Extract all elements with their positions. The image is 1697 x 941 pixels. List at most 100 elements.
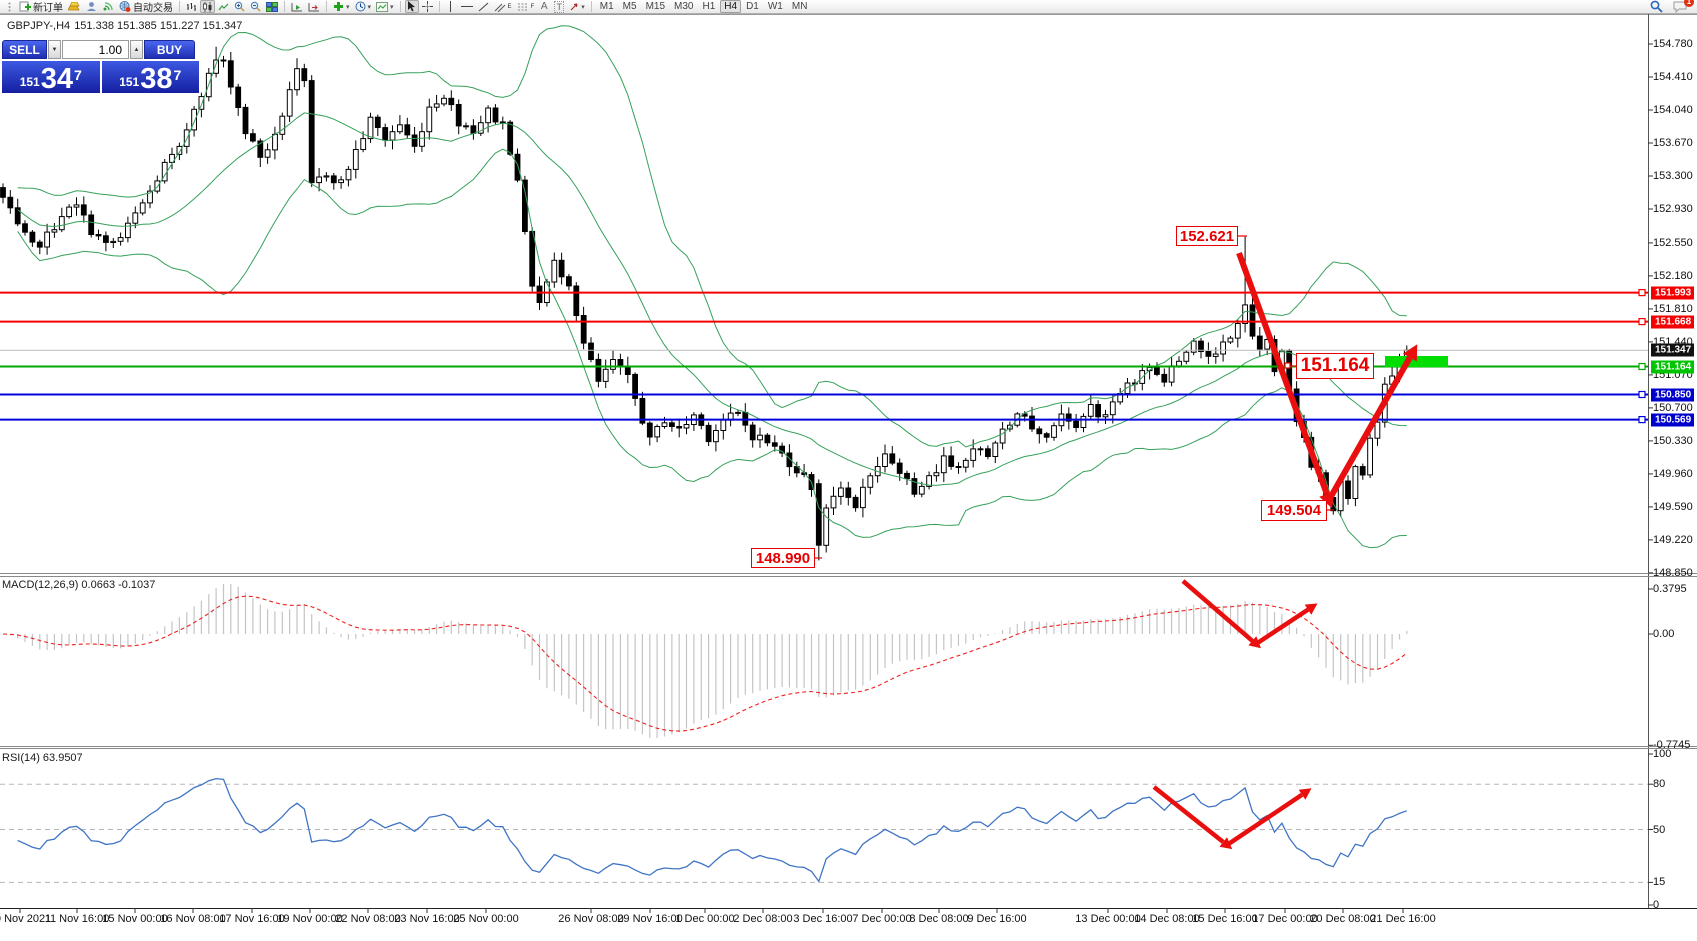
volume-input[interactable] — [62, 40, 129, 59]
tile-windows-icon — [266, 1, 278, 12]
price-axis-label: 149.960 — [1653, 467, 1693, 480]
channel-icon — [494, 3, 505, 12]
timeframe-toolbar: M1 M5 M15 M30 H1 H4 D1 W1 MN — [596, 0, 812, 13]
separator — [399, 1, 401, 12]
buy-price-big-figure: 151 — [119, 75, 140, 89]
time-axis-label: 1 Dec 00:00 — [675, 913, 735, 925]
volume-increase-button[interactable]: ▲ — [130, 40, 143, 59]
time-axis-label: 10 Nov 2021 — [0, 913, 52, 925]
trendline-tool[interactable] — [476, 0, 491, 13]
time-axis-label: 22 Nov 08:00 — [335, 913, 401, 925]
timeframe-m30[interactable]: M30 — [674, 1, 694, 12]
price-annotation[interactable]: 151.164 — [1296, 353, 1374, 379]
current-price-badge: 151.347 — [1651, 343, 1695, 357]
sell-price-pips: 34 — [40, 63, 73, 95]
buy-button[interactable]: BUY — [144, 40, 195, 59]
zoom-in-button[interactable] — [232, 0, 247, 13]
separator — [284, 1, 285, 12]
chat-button[interactable]: 1 — [1671, 0, 1694, 13]
zoom-out-button[interactable] — [248, 0, 263, 13]
vertical-line-icon — [450, 1, 452, 12]
chart-canvas[interactable] — [0, 14, 1697, 941]
community-icon — [87, 2, 96, 11]
community-button[interactable] — [84, 0, 99, 13]
timeframe-m5[interactable]: M5 — [622, 1, 637, 12]
rsi-axis-label: 50 — [1653, 823, 1666, 836]
time-axis-label: 26 Nov 08:00 — [558, 913, 624, 925]
search-icon — [1650, 0, 1663, 13]
label-tool-icon: T — [554, 0, 564, 13]
price-axis-label: 152.930 — [1653, 203, 1693, 215]
macd-label: MACD(12,26,9) 0.0663 -0.1037 — [2, 579, 156, 591]
auto-scroll-button[interactable] — [289, 0, 305, 13]
crosshair-tool-button[interactable] — [420, 0, 435, 13]
template-icon — [376, 1, 389, 12]
price-axis-label: 154.040 — [1653, 104, 1693, 116]
price-annotation[interactable]: 148.990 — [751, 548, 815, 568]
price-axis-label: 150.330 — [1653, 434, 1693, 447]
line-chart-icon — [218, 3, 229, 10]
volume-decrease-button[interactable]: ▼ — [48, 40, 61, 59]
fibonacci-tool[interactable]: F — [515, 0, 537, 13]
separator — [326, 1, 327, 12]
templates-button[interactable]: ▾ — [374, 0, 396, 13]
sell-button[interactable]: SELL — [2, 40, 47, 59]
timeframe-d1[interactable]: D1 — [746, 1, 759, 12]
price-axis-label: 154.410 — [1653, 71, 1693, 83]
level-price-badge: 151.993 — [1651, 286, 1695, 300]
bar-chart-button[interactable] — [184, 0, 199, 13]
time-axis-label: 14 Dec 08:00 — [1134, 913, 1200, 925]
line-chart-button[interactable] — [216, 0, 231, 13]
arrows-tool[interactable]: ▾ — [567, 0, 587, 13]
timeframe-m1[interactable]: M1 — [599, 1, 614, 12]
new-order-button[interactable]: 新订单 — [17, 0, 65, 14]
horizontal-line-tool[interactable] — [459, 0, 475, 13]
price-axis-label: 149.220 — [1653, 533, 1693, 546]
time-axis-label: 23 Nov 16:00 — [394, 913, 460, 925]
text-tool-icon: A — [540, 1, 548, 12]
timeframe-mn[interactable]: MN — [791, 1, 808, 12]
time-axis-label: 19 Nov 00:00 — [277, 913, 343, 925]
macd-axis-label: -0.7745 — [1653, 739, 1691, 752]
signals-button[interactable] — [100, 0, 116, 13]
channel-tool[interactable]: E — [492, 0, 514, 13]
time-axis-label: 16 Nov 08:00 — [160, 913, 226, 925]
chart-shift-button[interactable] — [306, 0, 322, 13]
drag-handle[interactable] — [2, 0, 16, 13]
price-annotation[interactable]: 152.621 — [1176, 226, 1238, 246]
label-tool[interactable]: T — [552, 0, 566, 13]
chart-shift-icon — [308, 2, 319, 11]
sell-price-pipette: 7 — [74, 67, 82, 83]
rsi-axis-label: 100 — [1653, 748, 1672, 760]
text-tool[interactable]: A — [537, 0, 551, 13]
new-order-label: 新订单 — [33, 3, 63, 14]
search-button[interactable] — [1648, 0, 1665, 13]
periods-button[interactable]: ▾ — [353, 0, 374, 13]
auto-trading-icon — [119, 1, 131, 12]
timeframe-m15[interactable]: M15 — [645, 1, 666, 12]
timeframe-h1[interactable]: H1 — [702, 1, 716, 12]
time-axis-label: 15 Nov 00:00 — [102, 913, 168, 925]
main-toolbar: 新订单 自动交易 ▾ ▾ ▾ E F A T ▾ M — [0, 0, 1697, 14]
price-annotation[interactable]: 149.504 — [1261, 500, 1327, 521]
indicators-button[interactable]: ▾ — [331, 0, 352, 13]
rsi-label: RSI(14) 63.9507 — [2, 752, 83, 764]
gold-bars-icon — [68, 1, 80, 10]
chart-window: GBPJPY-,H4 151.338 151.385 151.227 151.34… — [0, 14, 1697, 941]
fibonacci-icon — [517, 3, 528, 10]
time-axis-label: 21 Dec 16:00 — [1370, 913, 1436, 925]
indicators-icon — [334, 2, 343, 11]
vertical-line-tool[interactable] — [444, 0, 458, 13]
sell-price-display[interactable]: 151 34 7 — [2, 61, 100, 95]
tile-windows-button[interactable] — [264, 0, 280, 13]
auto-trading-button[interactable]: 自动交易 — [117, 0, 175, 14]
buy-price-display[interactable]: 151 38 7 — [101, 61, 199, 94]
gold-button[interactable] — [66, 0, 83, 13]
buy-price-pipette: 7 — [173, 67, 182, 83]
cursor-tool-button[interactable] — [404, 0, 419, 13]
timeframe-h4[interactable]: H4 — [720, 0, 742, 13]
candle-chart-button[interactable] — [200, 0, 215, 13]
price-axis-label: 150.700 — [1653, 401, 1693, 414]
timeframe-w1[interactable]: W1 — [767, 1, 783, 12]
